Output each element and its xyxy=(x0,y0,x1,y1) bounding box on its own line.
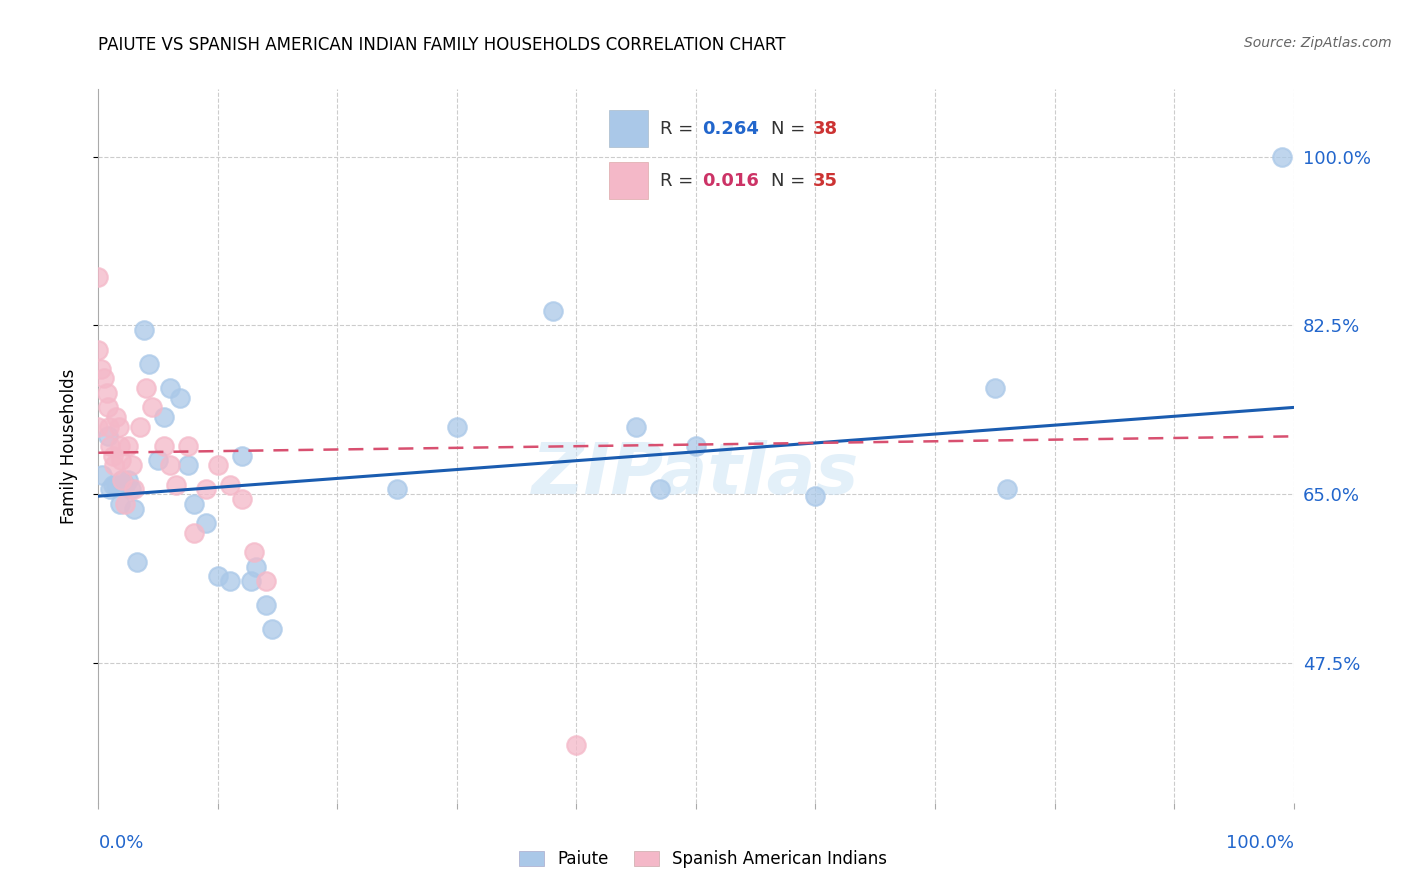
Point xyxy=(129,419,152,434)
Point xyxy=(90,362,112,376)
Point xyxy=(124,483,146,497)
Point xyxy=(541,304,564,318)
Point xyxy=(219,574,242,588)
Point xyxy=(385,483,409,497)
Point xyxy=(153,439,176,453)
Point xyxy=(91,467,114,482)
Point xyxy=(105,410,128,425)
Point xyxy=(626,419,648,434)
Point xyxy=(98,419,121,434)
Point xyxy=(87,419,110,434)
Point xyxy=(97,401,120,415)
Point xyxy=(117,473,139,487)
Point xyxy=(135,381,157,395)
Point xyxy=(96,386,118,401)
Point xyxy=(169,391,191,405)
Point xyxy=(97,429,120,443)
Point xyxy=(101,449,124,463)
Y-axis label: Family Households: Family Households xyxy=(59,368,77,524)
Point xyxy=(177,439,200,453)
Point xyxy=(231,491,253,506)
Point xyxy=(260,622,283,636)
Point xyxy=(120,483,142,497)
Point xyxy=(648,483,672,497)
Point xyxy=(565,738,588,752)
Point xyxy=(138,357,160,371)
Point xyxy=(117,439,139,453)
Point xyxy=(685,439,707,453)
Text: 100.0%: 100.0% xyxy=(1226,834,1294,852)
Point xyxy=(207,569,229,583)
Point xyxy=(111,473,134,487)
Point xyxy=(125,555,148,569)
Point xyxy=(231,449,253,463)
Point xyxy=(121,458,143,473)
Point xyxy=(194,483,218,497)
Point xyxy=(240,574,263,588)
Point xyxy=(183,525,205,540)
Point xyxy=(984,381,1007,395)
Text: 0.0%: 0.0% xyxy=(98,834,143,852)
Text: ZIPatlas: ZIPatlas xyxy=(533,440,859,509)
Point xyxy=(159,381,181,395)
Legend: Paiute, Spanish American Indians: Paiute, Spanish American Indians xyxy=(512,844,894,875)
Point xyxy=(446,419,468,434)
Point xyxy=(108,439,131,453)
Text: PAIUTE VS SPANISH AMERICAN INDIAN FAMILY HOUSEHOLDS CORRELATION CHART: PAIUTE VS SPANISH AMERICAN INDIAN FAMILY… xyxy=(98,36,786,54)
Point xyxy=(98,483,122,497)
Point xyxy=(1271,150,1294,164)
Point xyxy=(87,270,110,285)
Point xyxy=(995,483,1018,497)
Point xyxy=(165,477,187,491)
Point xyxy=(105,477,128,491)
Point xyxy=(245,559,267,574)
Point xyxy=(141,401,163,415)
Point xyxy=(177,458,200,473)
Point xyxy=(110,453,132,467)
Point xyxy=(101,477,124,491)
Point xyxy=(87,343,110,357)
Point xyxy=(254,574,277,588)
Text: Source: ZipAtlas.com: Source: ZipAtlas.com xyxy=(1244,36,1392,50)
Point xyxy=(107,419,129,434)
Point xyxy=(114,497,136,511)
Point xyxy=(153,410,176,425)
Point xyxy=(103,458,125,473)
Point xyxy=(98,439,122,453)
Point xyxy=(111,473,134,487)
Point xyxy=(93,371,115,385)
Point xyxy=(243,545,266,559)
Point xyxy=(114,477,136,491)
Point xyxy=(159,458,181,473)
Point xyxy=(132,323,155,337)
Point xyxy=(207,458,229,473)
Point xyxy=(108,497,131,511)
Point xyxy=(219,477,242,491)
Point xyxy=(183,497,205,511)
Point xyxy=(254,598,277,612)
Point xyxy=(804,489,827,503)
Point xyxy=(148,453,170,467)
Point xyxy=(194,516,218,530)
Point xyxy=(124,501,146,516)
